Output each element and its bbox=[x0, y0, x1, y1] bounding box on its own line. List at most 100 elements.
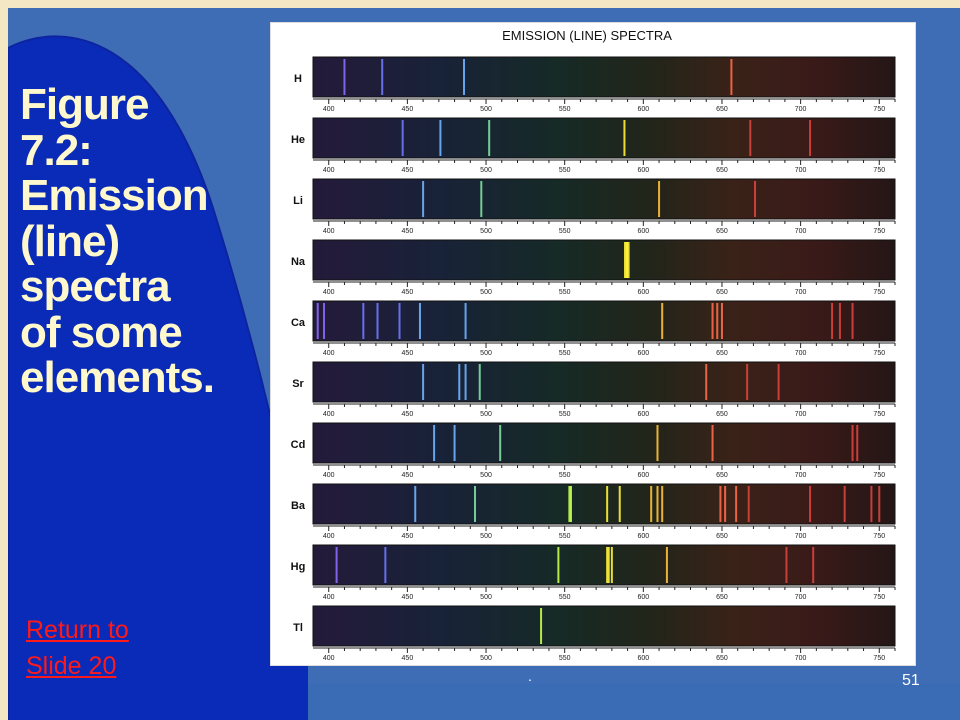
spectrum-row-na: Na 400 450 500 550 600 650 700 750 bbox=[291, 239, 896, 296]
slide-number: 51 bbox=[902, 672, 920, 689]
emission-line bbox=[540, 608, 543, 644]
emission-line bbox=[343, 59, 346, 95]
element-label: Ba bbox=[291, 500, 306, 512]
spectrum-strip bbox=[312, 56, 896, 98]
emission-line bbox=[335, 547, 338, 583]
tick-label: 450 bbox=[402, 106, 414, 113]
tick-label: 450 bbox=[402, 472, 414, 479]
emission-line bbox=[557, 547, 560, 583]
emission-line bbox=[746, 364, 749, 400]
tick-label: 750 bbox=[873, 533, 885, 540]
figure-title: EMISSION (LINE) SPECTRA bbox=[502, 28, 672, 43]
return-to-slide-link[interactable]: Return to Slide 20 bbox=[26, 612, 176, 684]
tick-label: 600 bbox=[637, 106, 649, 113]
spectrum-strip bbox=[312, 239, 896, 281]
tick-label: 600 bbox=[637, 655, 649, 662]
emission-line bbox=[453, 425, 456, 461]
tick-label: 550 bbox=[559, 411, 571, 418]
tick-label: 700 bbox=[795, 472, 807, 479]
spectrum-row-ba: Ba 400 450 500 550 600 650 700 750 bbox=[291, 483, 896, 540]
tick-label: 550 bbox=[559, 228, 571, 235]
tick-label: 650 bbox=[716, 655, 728, 662]
tick-label: 750 bbox=[873, 411, 885, 418]
title-line: Emission bbox=[20, 171, 209, 220]
tick-label: 600 bbox=[637, 533, 649, 540]
tick-label: 650 bbox=[716, 350, 728, 357]
tick-label: 650 bbox=[716, 106, 728, 113]
tick-label: 550 bbox=[559, 472, 571, 479]
tick-label: 400 bbox=[323, 228, 335, 235]
tick-label: 500 bbox=[480, 106, 492, 113]
emission-line bbox=[418, 303, 421, 339]
emission-line bbox=[398, 303, 401, 339]
spectrum-row-hg: Hg 400 450 500 550 600 650 700 750 bbox=[291, 544, 896, 601]
return-link-line[interactable]: Slide 20 bbox=[26, 652, 117, 680]
emission-line bbox=[458, 364, 461, 400]
emission-line bbox=[754, 181, 757, 217]
emission-line bbox=[878, 486, 881, 522]
emission-line bbox=[474, 486, 477, 522]
tick-label: 750 bbox=[873, 106, 885, 113]
title-line: of some bbox=[20, 307, 183, 357]
tick-label: 700 bbox=[795, 289, 807, 296]
tick-label: 450 bbox=[402, 350, 414, 357]
emission-line bbox=[719, 486, 722, 522]
emission-line bbox=[316, 303, 319, 339]
emission-line bbox=[838, 303, 841, 339]
slide-frame-top bbox=[0, 0, 960, 8]
emission-line bbox=[384, 547, 387, 583]
spectrum-row-ca: Ca 400 450 500 550 600 650 700 750 bbox=[291, 300, 896, 357]
tick-label: 550 bbox=[559, 106, 571, 113]
tick-label: 750 bbox=[873, 228, 885, 235]
tick-label: 500 bbox=[480, 472, 492, 479]
emission-line bbox=[625, 242, 630, 278]
tick-label: 400 bbox=[323, 655, 335, 662]
tick-label: 500 bbox=[480, 655, 492, 662]
element-label: He bbox=[291, 134, 305, 146]
tick-label: 600 bbox=[637, 167, 649, 174]
tick-label: 600 bbox=[637, 350, 649, 357]
element-label: Hg bbox=[291, 561, 306, 573]
spectra-rows: H 400 450 500 550 600 650 700 750 He 400 450 500 550 6… bbox=[291, 56, 896, 662]
tick-label: 450 bbox=[402, 655, 414, 662]
tick-label: 750 bbox=[873, 594, 885, 601]
spectrum-strip bbox=[312, 544, 896, 586]
spectrum-row-cd: Cd 400 450 500 550 600 650 700 750 bbox=[291, 422, 896, 479]
tick-label: 400 bbox=[323, 106, 335, 113]
emission-line bbox=[724, 486, 727, 522]
emission-line bbox=[463, 59, 466, 95]
slide-frame-left bbox=[0, 0, 8, 720]
tick-label: 600 bbox=[637, 411, 649, 418]
tick-label: 550 bbox=[559, 167, 571, 174]
emission-line bbox=[851, 425, 854, 461]
return-link-line[interactable]: Return to bbox=[26, 616, 129, 644]
emission-line bbox=[705, 364, 708, 400]
tick-label: 550 bbox=[559, 594, 571, 601]
tick-label: 750 bbox=[873, 289, 885, 296]
emission-line bbox=[656, 486, 659, 522]
spectrum-row-h: H 400 450 500 550 600 650 700 750 bbox=[294, 56, 896, 113]
spectrum-strip bbox=[312, 361, 896, 403]
title-line: Figure bbox=[20, 80, 149, 129]
element-label: H bbox=[294, 73, 302, 85]
tick-label: 450 bbox=[402, 167, 414, 174]
spectrum-strip bbox=[312, 178, 896, 220]
tick-label: 750 bbox=[873, 350, 885, 357]
tick-label: 500 bbox=[480, 228, 492, 235]
emission-line bbox=[480, 181, 483, 217]
emission-line bbox=[843, 486, 846, 522]
tick-label: 450 bbox=[402, 411, 414, 418]
tick-label: 700 bbox=[795, 411, 807, 418]
emission-line bbox=[809, 120, 812, 156]
tick-label: 700 bbox=[795, 350, 807, 357]
spectrum-strip bbox=[312, 422, 896, 464]
emission-line bbox=[362, 303, 365, 339]
spectrum-row-sr: Sr 400 450 500 550 600 650 700 750 bbox=[292, 361, 896, 418]
tick-label: 750 bbox=[873, 472, 885, 479]
emission-line bbox=[376, 303, 379, 339]
title-line: 7.2: bbox=[20, 125, 93, 175]
tick-label: 500 bbox=[480, 594, 492, 601]
emission-line bbox=[618, 486, 621, 522]
emission-line bbox=[422, 181, 425, 217]
emission-spectra-figure: EMISSION (LINE) SPECTRA H 400 450 500 550 600… bbox=[270, 22, 916, 666]
